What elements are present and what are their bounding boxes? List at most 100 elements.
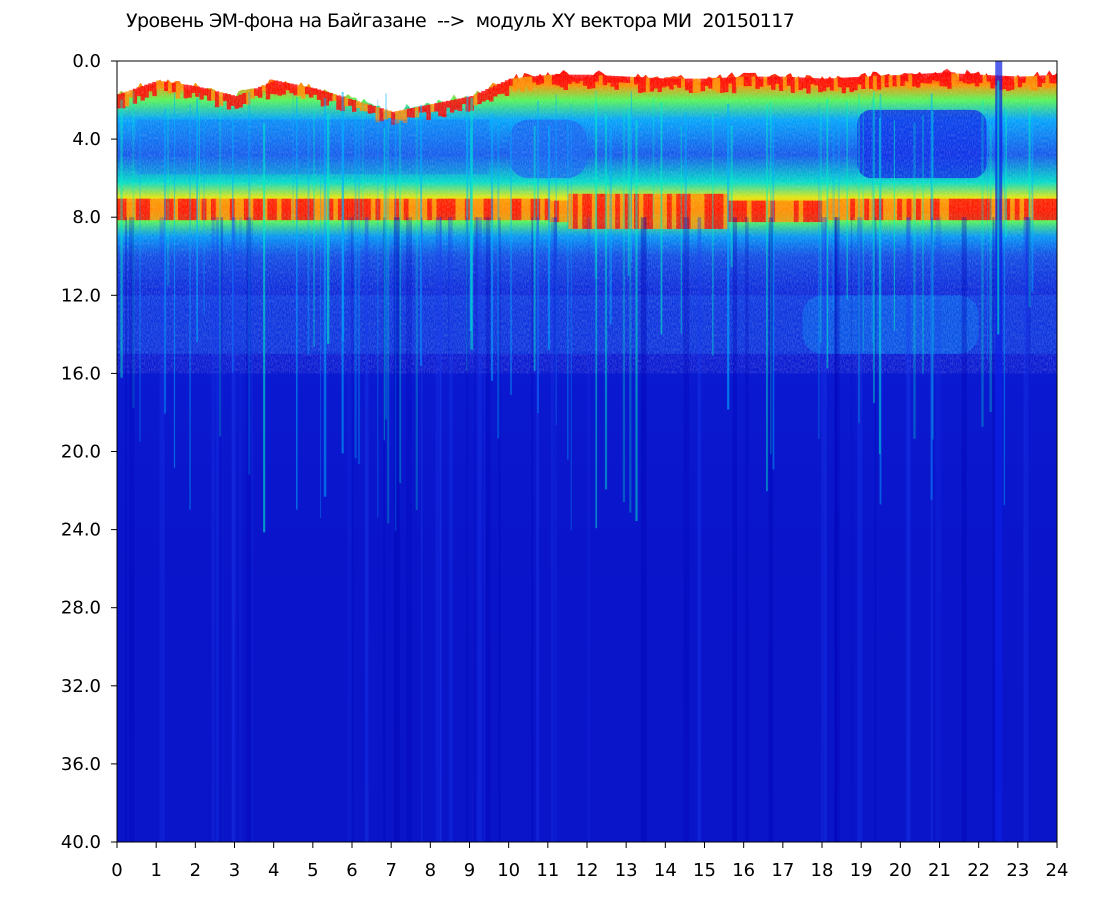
vertical-streak [878, 118, 881, 455]
y-tick-label: 12.0 [61, 285, 101, 306]
vertical-streak [132, 90, 135, 408]
dropout-column [995, 61, 1003, 842]
column-variation [485, 217, 491, 842]
vertical-streak [387, 121, 390, 524]
vertical-streak [595, 103, 598, 529]
vertical-streak [163, 108, 167, 414]
y-tick-label: 28.0 [61, 598, 101, 619]
column-variation [251, 217, 254, 842]
vertical-streak [635, 120, 638, 522]
vertical-streak [871, 97, 874, 343]
column-variation [640, 217, 647, 842]
vertical-streak [730, 125, 733, 268]
vertical-streak [219, 103, 222, 437]
vertical-streak [826, 98, 829, 369]
column-variation [231, 217, 237, 842]
vertical-streak [680, 126, 682, 334]
vertical-streak [203, 122, 205, 316]
vertical-streak [323, 97, 327, 497]
vertical-streak [567, 116, 569, 460]
vertical-streak [1003, 107, 1006, 505]
x-tick-label: 10 [497, 860, 520, 881]
column-variation [550, 217, 555, 842]
column-variation [159, 217, 165, 842]
vertical-streak [537, 100, 539, 413]
vertical-streak [394, 118, 397, 532]
vertical-streak [307, 121, 310, 356]
vertical-streak [630, 91, 632, 263]
vertical-streak [609, 127, 612, 324]
vertical-streak [341, 91, 344, 454]
vertical-streak [862, 107, 864, 352]
y-tick-label: 8.0 [72, 207, 101, 228]
column-variation [347, 217, 353, 842]
x-tick-label: 7 [385, 860, 396, 881]
column-variation [835, 217, 840, 842]
x-tick-label: 13 [615, 860, 638, 881]
column-variation [1023, 217, 1029, 842]
x-tick-label: 24 [1046, 860, 1069, 881]
vertical-streak [838, 116, 840, 274]
vertical-streak [987, 105, 988, 360]
column-variation [483, 217, 486, 842]
column-variation [382, 217, 386, 842]
column-variation [821, 217, 827, 842]
vertical-streak [684, 112, 687, 232]
x-tick-label: 4 [268, 860, 279, 881]
column-variation [498, 217, 501, 842]
vertical-streak [930, 93, 933, 500]
vertical-streak [296, 97, 298, 510]
vertical-streak [490, 113, 494, 381]
x-tick-label: 5 [307, 860, 318, 881]
vertical-streak [858, 93, 860, 424]
column-variation [364, 217, 369, 842]
column-variation [697, 217, 702, 842]
vertical-streak [313, 109, 315, 347]
column-variation [554, 217, 558, 842]
vertical-streak [189, 104, 191, 510]
column-variation [129, 217, 135, 842]
vertical-streak [652, 97, 655, 219]
column-variation [553, 217, 557, 842]
vertical-streak [913, 122, 916, 439]
vertical-streak [398, 119, 402, 484]
column-variation [421, 217, 423, 842]
vertical-streak [627, 108, 630, 276]
vertical-streak [727, 104, 730, 410]
axes: 0.0 4.0 8.0 12.0 16.0 20.0 24.0 28.0 32.0 36.0 40.… [61, 51, 1069, 881]
column-variation [406, 217, 412, 842]
vertical-streak [818, 103, 820, 439]
x-tick-label: 9 [464, 860, 475, 881]
y-tick-label: 36.0 [61, 754, 101, 775]
vertical-streak [167, 104, 170, 286]
vertical-streak [832, 128, 835, 311]
column-variation [246, 217, 251, 842]
column-variation [476, 217, 482, 842]
column-variation [439, 217, 442, 842]
vertical-streak [772, 114, 775, 470]
speckle-overlay [117, 61, 1057, 374]
x-tick-label: 16 [732, 860, 755, 881]
vertical-streak [385, 93, 387, 420]
vertical-streak [1005, 109, 1007, 238]
x-tick-label: 21 [928, 860, 951, 881]
column-variation [747, 217, 749, 842]
column-variation [465, 217, 469, 842]
y-tick-label: 20.0 [61, 442, 101, 463]
x-tick-label: 15 [693, 860, 716, 881]
vertical-streak [173, 93, 176, 468]
y-tick-label: 0.0 [72, 51, 101, 72]
x-tick-label: 1 [150, 860, 161, 881]
y-tick-label: 40.0 [61, 832, 101, 853]
vertical-streak [981, 100, 984, 427]
column-variation [435, 217, 437, 842]
vertical-streak [327, 114, 330, 344]
column-variation [745, 217, 748, 842]
vertical-streak [320, 120, 322, 519]
y-tick-label: 24.0 [61, 520, 101, 541]
vertical-streak [660, 102, 663, 335]
vertical-streak [377, 99, 379, 518]
column-variation [906, 217, 910, 842]
column-variation [474, 217, 478, 842]
vertical-streak [466, 109, 468, 371]
